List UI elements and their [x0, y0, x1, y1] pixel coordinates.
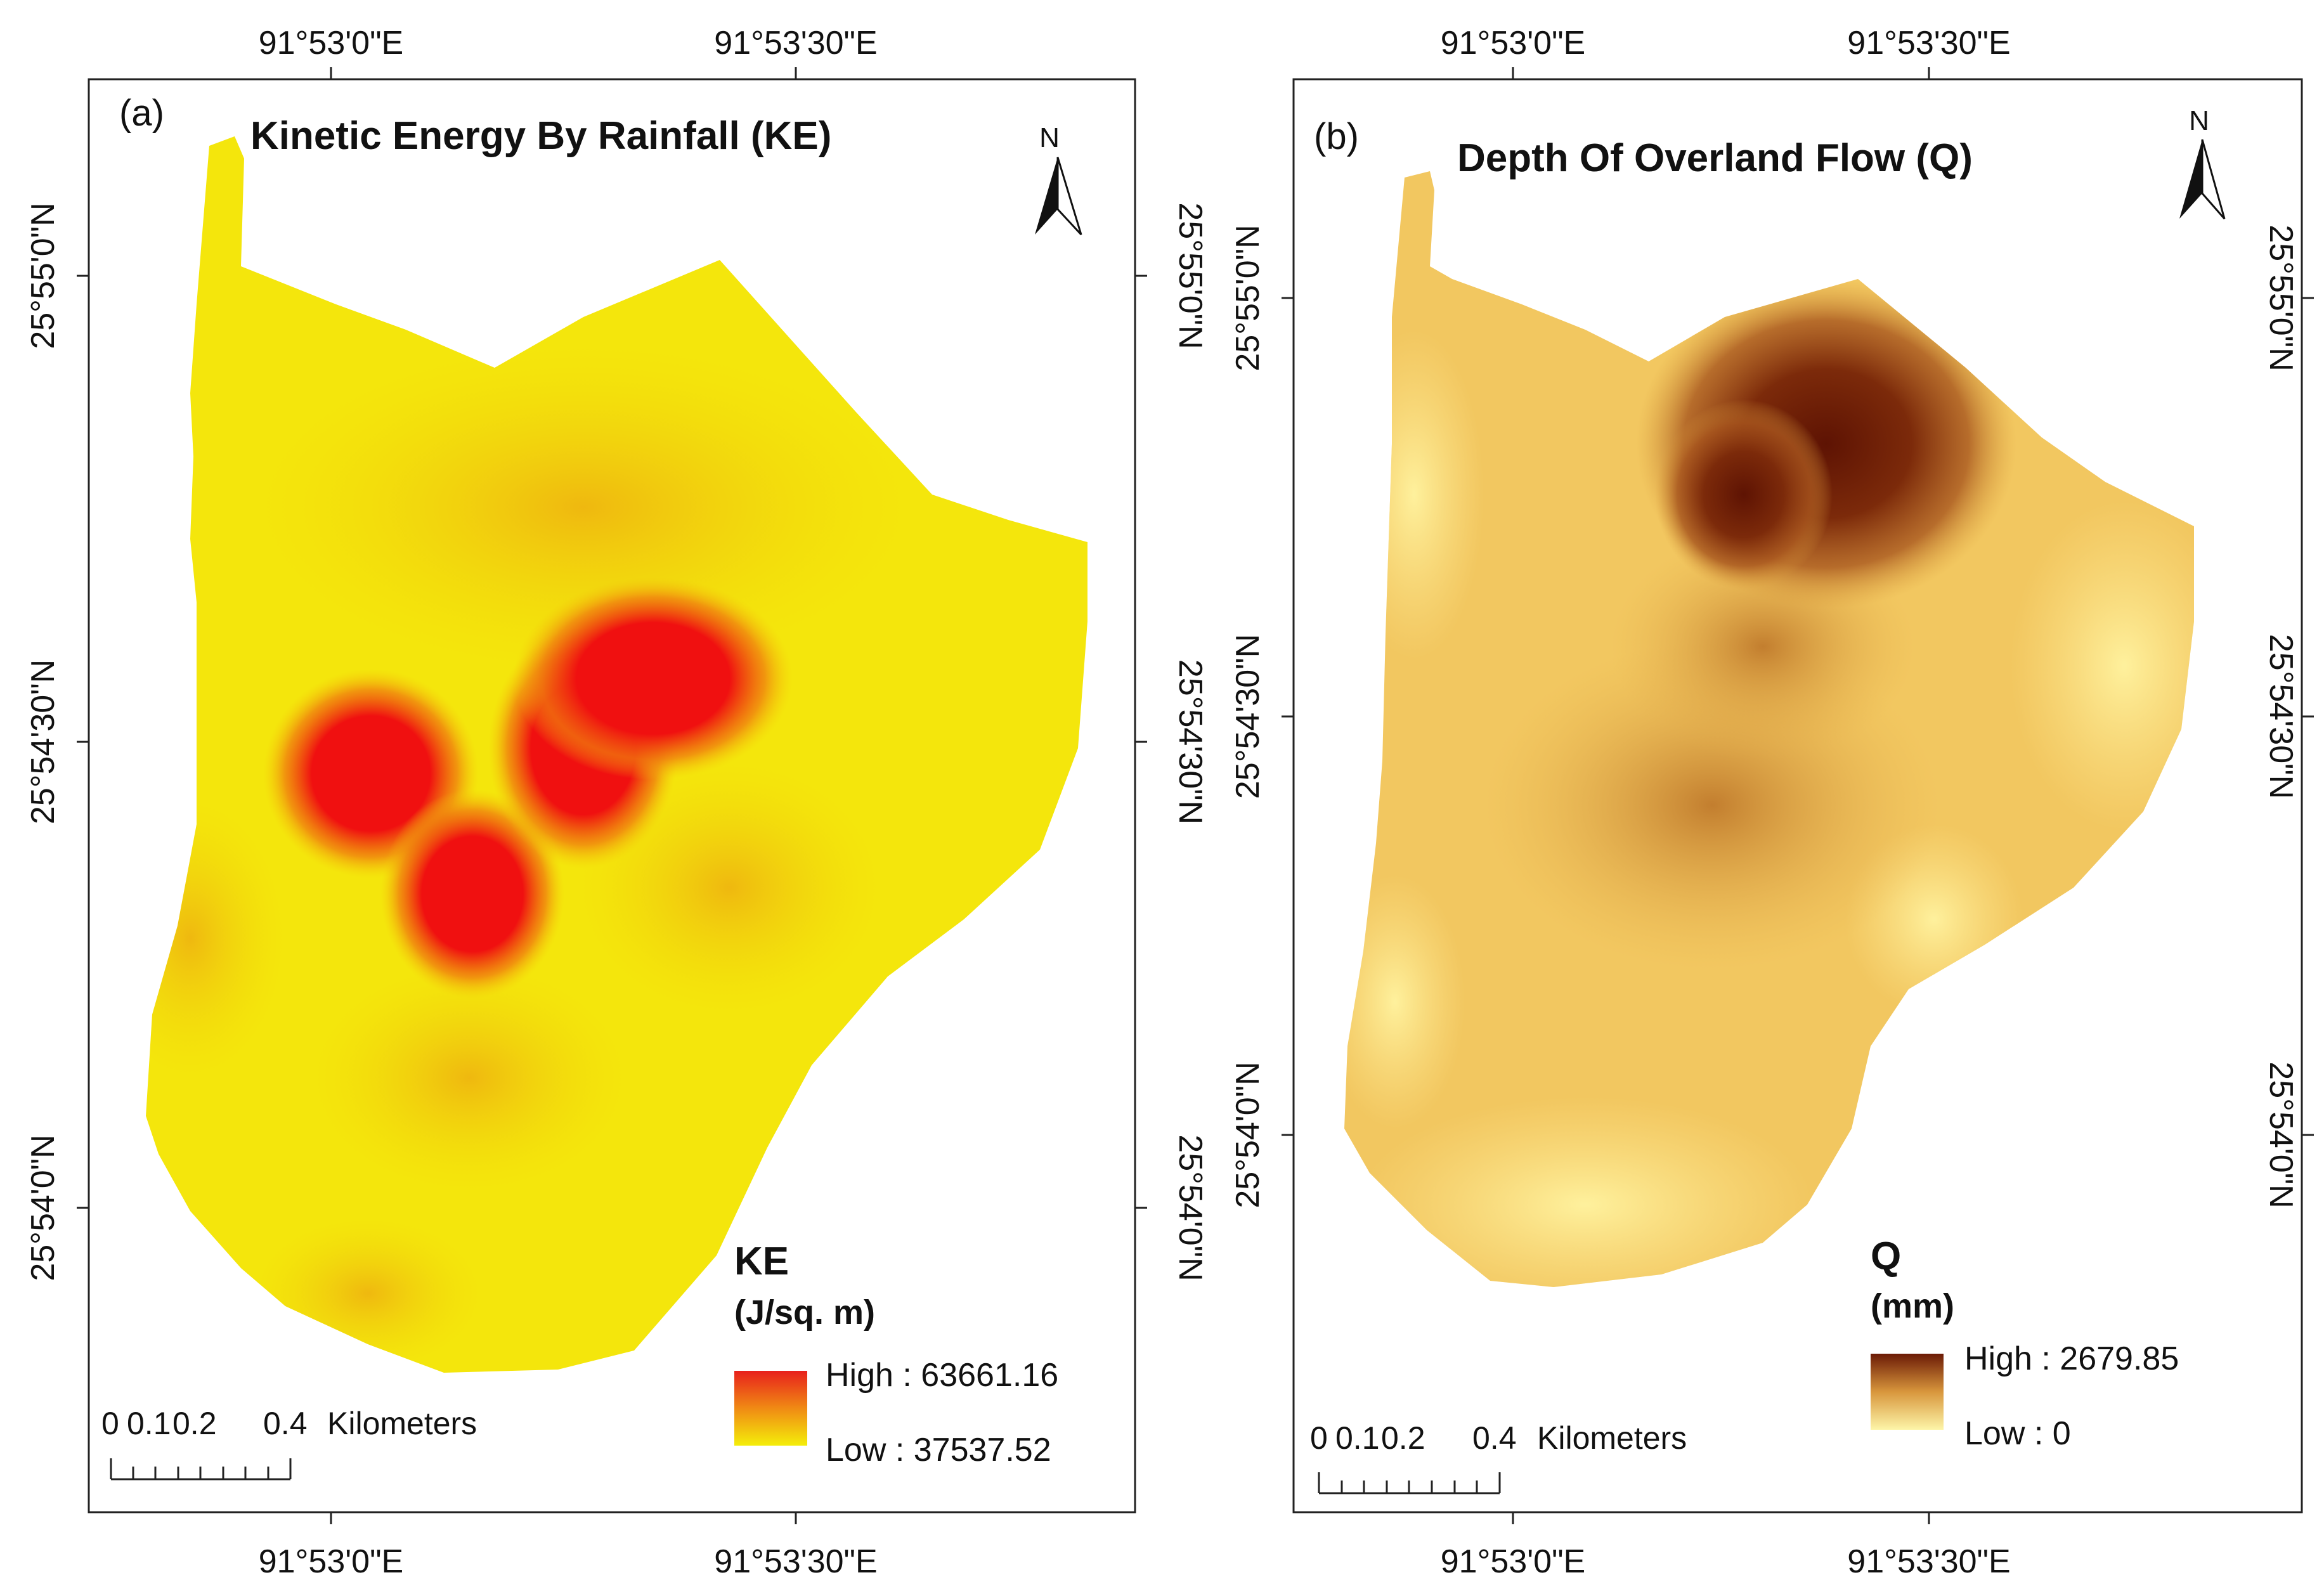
x-tick-label: 91°53'30"E	[1847, 1543, 2010, 1580]
north-label: N	[2189, 105, 2209, 136]
legend-color-ramp	[1871, 1354, 1944, 1430]
scale-bar-a: 0 0.1 0.2 0.4 Kilometers	[101, 1406, 477, 1481]
legend-title: Q	[1871, 1234, 1901, 1278]
legend-unit: (J/sq. m)	[734, 1293, 875, 1332]
panel-a: (a) Kinetic Energy By Rainfall (KE) N 91…	[25, 25, 1209, 1580]
panel-label-b: (b)	[1314, 116, 1359, 157]
y-tick-label: 25°54'0"N	[1230, 1061, 1266, 1208]
y-tick-label: 25°54'0"N	[25, 1134, 62, 1281]
scale-label: 0	[1310, 1420, 1328, 1456]
scale-unit: Kilometers	[1537, 1420, 1687, 1456]
north-label: N	[1039, 122, 1060, 153]
legend-a: KE (J/sq. m) High : 63661.16 Low : 37537…	[734, 1240, 1058, 1468]
x-tick-label: 91°53'0"E	[259, 25, 403, 62]
y-tick-label: 25°55'0"N	[2262, 224, 2299, 371]
y-axis-b	[1282, 297, 2314, 1136]
q-light-zone	[1344, 330, 1484, 659]
y-tick-label: 25°54'30"N	[1172, 659, 1209, 824]
x-tick-label: 91°53'0"E	[1441, 1543, 1585, 1580]
ke-warm-zone	[311, 964, 628, 1192]
y-tick-label: 25°55'0"N	[25, 202, 62, 349]
legend-b: Q (mm) High : 2679.85 Low : 0	[1871, 1234, 2179, 1452]
q-light-zone	[1357, 1097, 1814, 1287]
y-tick-label: 25°54'0"N	[2262, 1061, 2299, 1208]
y-tick-label: 25°54'30"N	[1230, 634, 1266, 799]
ke-warm-zone	[146, 799, 285, 1078]
north-arrow-icon	[1056, 157, 1082, 236]
map-title-a: Kinetic Energy By Rainfall (KE)	[250, 114, 831, 158]
legend-title: KE	[734, 1240, 789, 1283]
panel-b: (b) Depth Of Overland Flow (Q) N 91°53'0…	[1230, 25, 2314, 1580]
ke-hotspot	[514, 577, 793, 780]
legend-low: Low : 37537.52	[826, 1432, 1051, 1468]
panel-label-a: (a)	[119, 93, 164, 134]
north-arrow-b: N	[2179, 105, 2226, 219]
y-axis-a	[77, 275, 1147, 1209]
ke-hotspot	[380, 789, 564, 999]
scale-bar-b: 0 0.1 0.2 0.4 Kilometers	[1310, 1420, 1687, 1494]
north-arrow-a: N	[1035, 122, 1082, 236]
x-tick-label: 91°53'30"E	[714, 1543, 877, 1580]
legend-high: High : 63661.16	[826, 1357, 1058, 1394]
ke-warm-zone	[254, 342, 913, 672]
scale-label: 0.4	[1472, 1420, 1517, 1456]
scale-label: 0.1	[1335, 1420, 1380, 1456]
x-tick-label: 91°53'0"E	[259, 1543, 403, 1580]
x-axis-b	[1512, 67, 1930, 1524]
q-light-zone	[2010, 501, 2194, 831]
scale-label: 0	[101, 1406, 119, 1441]
scale-label: 0.2	[1381, 1420, 1425, 1456]
y-tick-label: 25°54'30"N	[2262, 634, 2299, 799]
x-tick-label: 91°53'0"E	[1441, 25, 1585, 62]
y-tick-label: 25°54'0"N	[1172, 1134, 1209, 1281]
q-raster	[1344, 171, 2194, 1287]
x-axis-a	[330, 67, 797, 1524]
map-frame-b	[1292, 78, 2303, 1513]
legend-low: Low : 0	[1964, 1415, 2071, 1452]
map-frame-a	[88, 78, 1136, 1513]
scale-label: 0.1	[127, 1406, 171, 1441]
q-dark-zone	[1655, 399, 1833, 590]
x-tick-label: 91°53'30"E	[714, 25, 877, 62]
legend-unit: (mm)	[1871, 1287, 1954, 1325]
scale-unit: Kilometers	[327, 1406, 477, 1441]
scale-label: 0.4	[263, 1406, 308, 1441]
legend-high: High : 2679.85	[1964, 1340, 2179, 1377]
ke-warm-zone	[254, 1217, 482, 1370]
y-tick-label: 25°55'0"N	[1172, 202, 1209, 349]
legend-color-ramp	[734, 1371, 807, 1446]
y-tick-label: 25°54'30"N	[25, 659, 62, 824]
north-arrow-icon	[2201, 139, 2226, 219]
y-tick-label: 25°55'0"N	[1230, 224, 1266, 371]
ke-raster	[146, 136, 1087, 1373]
x-tick-label: 91°53'30"E	[1847, 25, 2010, 62]
map-title-b: Depth Of Overland Flow (Q)	[1457, 136, 1973, 180]
scale-label: 0.2	[172, 1406, 217, 1441]
q-light-zone	[1344, 875, 1465, 1129]
